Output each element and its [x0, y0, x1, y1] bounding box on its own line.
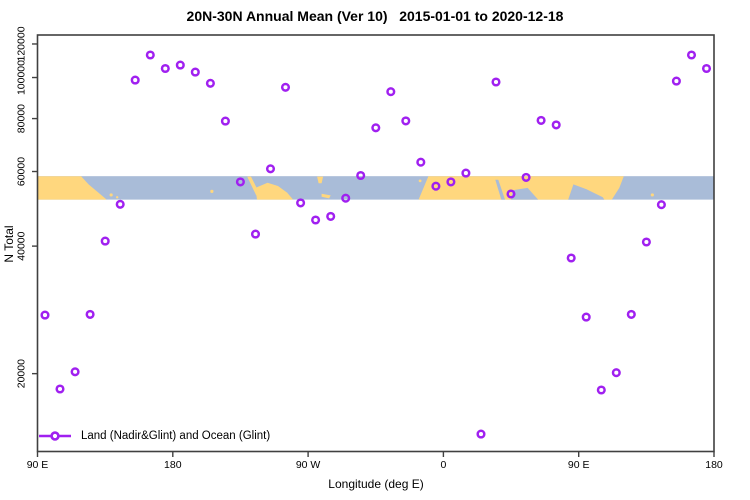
x-tick-label: 180	[164, 459, 182, 471]
map-water	[511, 187, 539, 200]
data-point	[280, 82, 291, 92]
data-point	[626, 309, 636, 319]
data-point	[581, 312, 591, 322]
data-point	[356, 170, 366, 181]
data-point	[265, 164, 276, 174]
data-point	[190, 67, 200, 77]
map-land	[37, 176, 107, 200]
data-point	[341, 193, 351, 203]
data-point	[205, 78, 215, 88]
y-tick-label: 80000	[16, 104, 28, 133]
x-tick-label: 180	[705, 459, 723, 471]
data-point	[371, 123, 381, 133]
map-water	[568, 184, 605, 200]
data-point	[40, 310, 50, 320]
y-tick-label: 40000	[16, 231, 28, 260]
map-land	[115, 196, 119, 199]
legend-label: Land (Nadir&Glint) and Ocean (Glint)	[81, 430, 271, 442]
map-land	[650, 193, 654, 197]
x-tick-label: 90 E	[27, 459, 49, 471]
data-point	[145, 50, 155, 60]
x-tick-label: 0	[440, 459, 446, 471]
data-point	[596, 385, 606, 395]
data-point	[431, 181, 441, 191]
map-land	[255, 182, 294, 200]
map-water	[495, 179, 505, 200]
data-point	[686, 50, 697, 60]
map-land	[418, 179, 422, 183]
map-land	[210, 189, 214, 194]
data-point	[235, 177, 245, 187]
y-tick-label: 100000	[16, 60, 28, 95]
data-point	[566, 253, 576, 263]
y-tick-label: 20000	[16, 359, 28, 388]
legend-marker-icon	[39, 431, 71, 441]
legend: Land (Nadir&Glint) and Ocean (Glint)	[38, 429, 270, 443]
x-tick-label: 90 E	[568, 459, 590, 471]
data-point	[401, 116, 411, 126]
data-point	[491, 77, 501, 87]
data-point	[160, 63, 170, 74]
data-point	[521, 172, 531, 182]
map-land	[321, 193, 331, 199]
data-point	[461, 168, 471, 178]
plot-border	[36, 34, 715, 453]
chart-title: 20N-30N Annual Mean (Ver 10) 2015-01-01 …	[186, 8, 564, 24]
map-land	[109, 193, 113, 197]
data-point	[536, 115, 546, 125]
data-point	[446, 177, 456, 187]
data-point	[416, 157, 426, 167]
series-land-nadir-glint-and-ocean-glint-	[40, 50, 712, 439]
map-band	[37, 176, 714, 200]
data-point	[70, 367, 80, 377]
data-point	[386, 87, 396, 97]
data-point	[115, 199, 125, 209]
data-point	[476, 429, 486, 439]
map-land	[317, 176, 324, 184]
data-point	[220, 116, 230, 126]
y-tick-label: 60000	[16, 157, 28, 186]
data-point	[641, 237, 651, 247]
x-axis-label: Longitude (deg E)	[328, 477, 424, 491]
data-point	[506, 189, 516, 199]
data-point	[100, 236, 110, 246]
data-point	[250, 229, 261, 239]
data-point	[656, 200, 666, 210]
x-tick-label: 90 W	[296, 459, 321, 471]
data-point	[311, 215, 321, 225]
data-point	[326, 211, 336, 221]
data-point	[611, 368, 621, 378]
data-point	[671, 76, 681, 86]
data-point	[175, 60, 185, 70]
data-point	[701, 63, 712, 74]
data-point	[85, 309, 95, 319]
data-point	[55, 384, 65, 394]
data-point	[551, 120, 561, 130]
data-point	[296, 198, 306, 208]
data-point	[130, 75, 140, 85]
y-axis-label: N Total	[2, 225, 16, 263]
y-tick-label: 120000	[16, 26, 28, 61]
